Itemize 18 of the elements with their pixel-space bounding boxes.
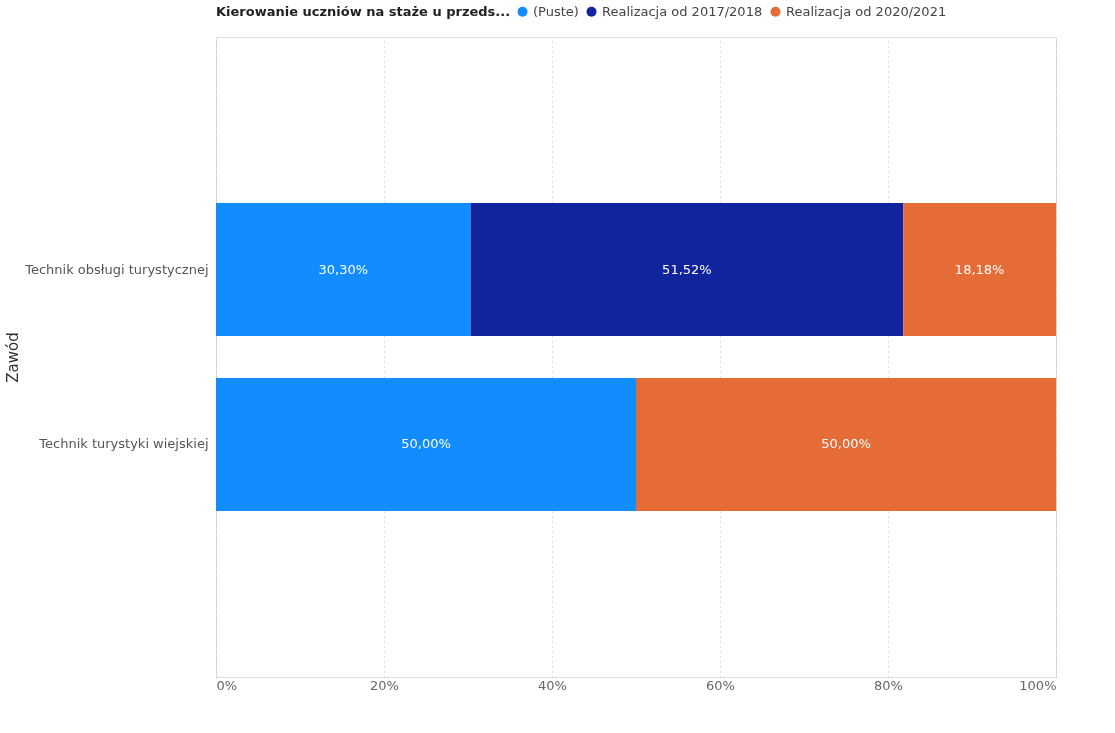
data-label: 51,52% — [662, 261, 712, 277]
legend-title: Kierowanie uczniów na staże u przeds... — [216, 4, 511, 19]
x-tick-label: 80% — [874, 677, 903, 693]
x-tick-label: 0% — [216, 677, 238, 693]
x-tick-label: 40% — [538, 677, 567, 693]
legend-label: (Puste) — [533, 3, 579, 19]
data-label: 50,00% — [821, 436, 871, 452]
legend-label: Realizacja od 2017/2018 — [602, 3, 763, 19]
data-label: 30,30% — [318, 261, 369, 277]
y-tick-label: Technik turystyki wiejskiej — [38, 436, 209, 452]
data-label: 18,18% — [954, 261, 1005, 277]
data-label: 50,00% — [401, 436, 451, 452]
y-tick-label: Technik obsługi turystycznej — [24, 261, 209, 277]
x-tick-label: 100% — [1019, 677, 1057, 693]
y-axis-title: Zawód — [4, 332, 23, 383]
x-tick-label: 20% — [370, 677, 399, 693]
legend-label: Realizacja od 2020/2021 — [786, 3, 947, 19]
x-tick-label: 60% — [706, 677, 735, 693]
